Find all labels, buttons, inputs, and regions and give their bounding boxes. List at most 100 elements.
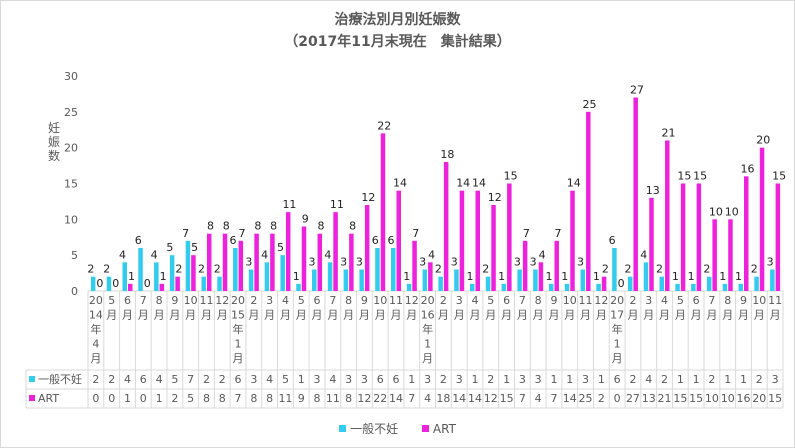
data-label-ippan: 3 xyxy=(309,256,316,269)
bar-art xyxy=(301,226,307,291)
x-tick-label: 11 xyxy=(389,294,403,307)
table-cell: 4 xyxy=(329,373,336,386)
table-cell: 4 xyxy=(535,392,542,405)
data-label-ippan: 4 xyxy=(151,248,158,261)
bar-art xyxy=(333,212,338,291)
chart-title: 治療法別月別妊娠数 xyxy=(334,12,461,28)
bar-art xyxy=(586,111,591,291)
legend-swatch-art xyxy=(421,425,429,432)
data-label-ippan: 6 xyxy=(372,234,379,247)
data-label-art: 22 xyxy=(377,119,391,132)
table-cell: 3 xyxy=(582,373,589,386)
bar-ippan xyxy=(659,276,665,291)
table-cell: 6 xyxy=(377,373,384,386)
data-label-art: 7 xyxy=(554,227,561,240)
table-cell: 3 xyxy=(535,373,542,386)
x-tick-label: 月 xyxy=(90,352,101,365)
x-tick-label: 4 xyxy=(661,294,668,307)
data-label-art: 1 xyxy=(128,270,135,283)
x-tick-label: 1 xyxy=(614,338,621,351)
data-label-art: 16 xyxy=(741,162,755,175)
data-label-art: 12 xyxy=(361,191,375,204)
bar-ippan xyxy=(138,248,143,291)
data-label-ippan: 3 xyxy=(419,256,426,269)
data-label-art: 10 xyxy=(709,205,723,218)
bar-ippan xyxy=(438,276,443,291)
table-cell: 1 xyxy=(566,373,573,386)
bar-art xyxy=(507,183,512,291)
bar-ippan xyxy=(454,269,459,291)
x-tick-label: 5 xyxy=(108,294,115,307)
table-cell: 1 xyxy=(598,373,605,386)
bar-art xyxy=(443,162,449,291)
data-label-ippan: 7 xyxy=(182,227,189,240)
x-tick-label: 月 xyxy=(406,309,417,322)
bar-art xyxy=(270,233,275,291)
data-label-ippan: 3 xyxy=(577,256,584,269)
chart-subtitle: （2017年11月末現在 集計結果） xyxy=(284,34,511,50)
data-label-ippan: 2 xyxy=(214,263,221,276)
table-cell: 15 xyxy=(689,392,703,405)
table-cell: 2 xyxy=(203,373,210,386)
table-cell: 13 xyxy=(642,392,656,405)
x-tick-label: 月 xyxy=(201,309,212,322)
bar-art xyxy=(712,219,717,291)
data-label-art: 5 xyxy=(191,241,198,254)
x-tick-label: 年 xyxy=(90,322,101,336)
x-tick-label: 年 xyxy=(612,322,623,336)
table-cell: 2 xyxy=(92,373,99,386)
data-label-art: 13 xyxy=(646,184,660,197)
table-cell: 14 xyxy=(468,392,482,405)
y-axis-label-char: 数 xyxy=(48,148,60,163)
bar-ippan xyxy=(691,283,696,291)
x-tick-label: 月 xyxy=(706,309,717,322)
bar-ippan xyxy=(201,276,206,291)
data-label-ippan: 1 xyxy=(403,270,410,283)
table-cell: 2 xyxy=(487,373,494,386)
x-tick-label: 月 xyxy=(296,309,307,322)
x-tick-label: 月 xyxy=(722,309,733,322)
data-label-art: 0 xyxy=(112,277,119,290)
data-label-art: 0 xyxy=(618,277,625,290)
bar-art xyxy=(254,233,259,291)
x-tick-label: 20 xyxy=(231,294,245,307)
table-cell: 9 xyxy=(298,392,305,405)
x-tick-label: 月 xyxy=(454,309,465,322)
bar-ippan xyxy=(217,276,222,291)
data-label-art: 8 xyxy=(318,220,325,233)
table-cell: 27 xyxy=(626,392,640,405)
data-label-art: 8 xyxy=(223,220,230,233)
table-cell: 2 xyxy=(219,373,226,386)
bar-ippan xyxy=(422,269,428,291)
data-label-art: 8 xyxy=(349,220,356,233)
x-tick-label: 9 xyxy=(740,294,747,307)
data-label-ippan: 3 xyxy=(514,256,521,269)
x-tick-label: 月 xyxy=(138,309,149,322)
bar-ippan xyxy=(580,269,586,291)
bar-ippan xyxy=(280,255,285,291)
bar-ippan xyxy=(264,262,270,291)
bar-art xyxy=(475,190,480,291)
bar-ippan xyxy=(754,276,759,291)
x-tick-label: 月 xyxy=(548,309,559,322)
x-tick-label: 4 xyxy=(471,294,478,307)
data-label-art: 27 xyxy=(630,84,644,97)
bar-ippan xyxy=(327,262,333,291)
chart-legend: 一般不妊 ART xyxy=(0,420,795,437)
data-label-ippan: 2 xyxy=(703,263,710,276)
bar-ippan xyxy=(533,269,538,291)
bar-ippan xyxy=(406,283,412,291)
x-tick-label: 月 xyxy=(517,309,528,322)
bar-art xyxy=(601,276,607,291)
bar-art xyxy=(538,262,544,291)
bar-art xyxy=(159,283,165,291)
x-tick-label: 月 xyxy=(675,309,686,322)
table-cell: 6 xyxy=(235,373,242,386)
data-label-art: 0 xyxy=(144,277,151,290)
data-label-ippan: 4 xyxy=(119,248,126,261)
table-cell: 4 xyxy=(156,373,163,386)
x-tick-label: 11 xyxy=(199,294,213,307)
data-label-ippan: 6 xyxy=(388,234,395,247)
x-tick-label: 月 xyxy=(169,309,180,322)
x-tick-label: 月 xyxy=(122,309,133,322)
